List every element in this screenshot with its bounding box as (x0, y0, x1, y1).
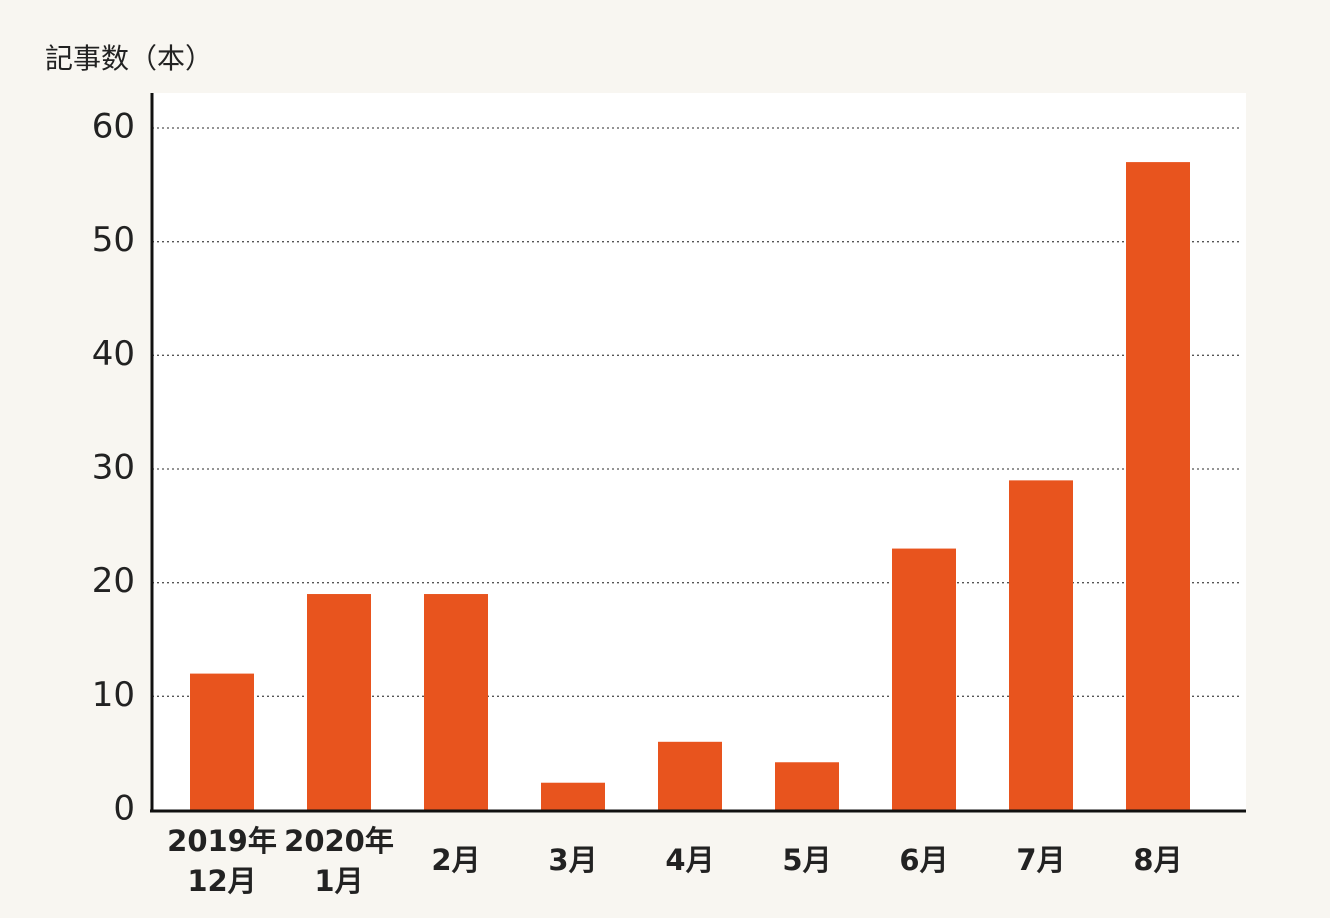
y-tick-label: 0 (113, 789, 135, 829)
x-tick-label: 3月 (548, 843, 597, 877)
x-tick-label: 2月 (431, 843, 480, 877)
y-tick-label: 60 (92, 107, 135, 147)
y-tick-label: 50 (92, 220, 135, 260)
x-tick-label: 4月 (665, 843, 714, 877)
x-tick-label: 8月 (1133, 843, 1182, 877)
y-tick-label: 20 (92, 561, 135, 601)
x-tick-label: 5月 (782, 843, 831, 877)
bar (775, 762, 839, 810)
bar (658, 741, 722, 810)
bar (1009, 480, 1073, 810)
bar (541, 782, 605, 810)
bar (1126, 162, 1190, 811)
y-axis-title: 記事数（本） (45, 42, 213, 75)
bar (892, 548, 956, 810)
x-tick-label: 6月 (899, 843, 948, 877)
bar (190, 673, 254, 810)
x-tick-label: 7月 (1016, 843, 1065, 877)
bar (307, 594, 371, 810)
x-tick-label: 2020年 1月 (284, 824, 394, 898)
x-tick-label: 2019年 12月 (167, 824, 277, 898)
bar (424, 594, 488, 810)
y-tick-label: 30 (92, 448, 135, 488)
y-tick-label: 10 (92, 675, 135, 715)
y-tick-label: 40 (92, 334, 135, 374)
